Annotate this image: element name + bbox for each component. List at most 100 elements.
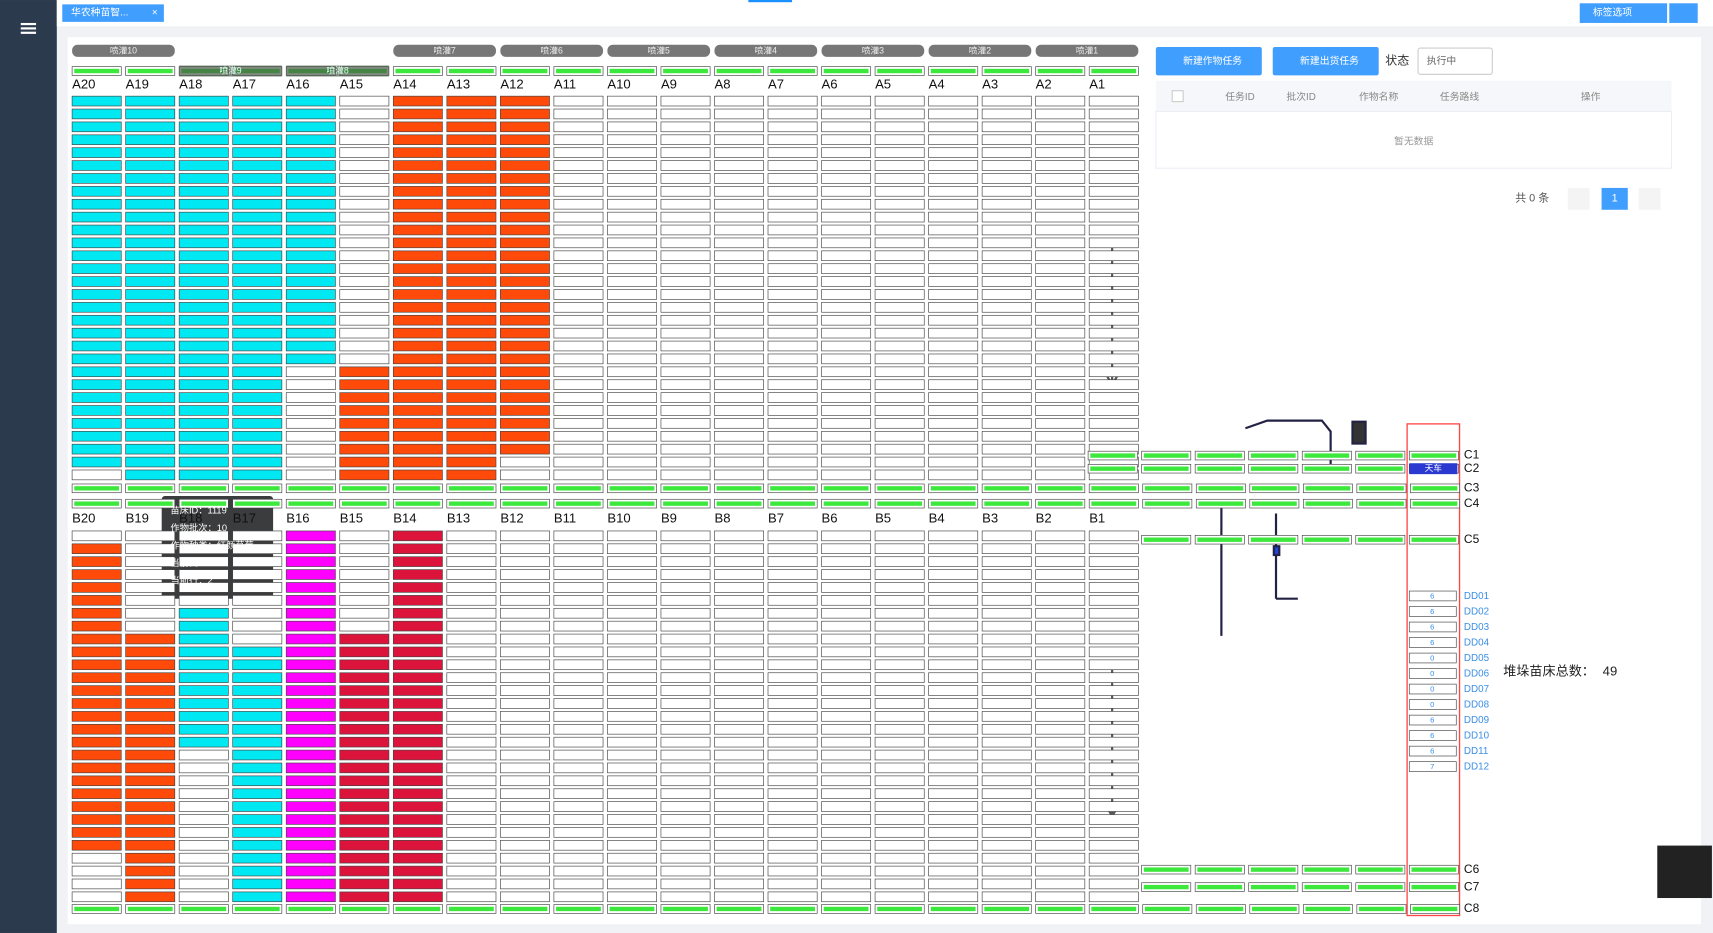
bed-cell[interactable] [178,469,229,481]
bed-cell[interactable] [607,224,657,236]
bed-cell[interactable] [392,430,443,442]
bed-cell[interactable] [607,543,657,555]
bed-cell[interactable] [285,865,336,877]
bed-cell[interactable] [981,379,1032,390]
bed-cell[interactable] [232,543,283,555]
bed-cell[interactable] [660,801,711,812]
bed-cell[interactable] [285,134,336,145]
bed-cell[interactable] [285,852,336,864]
bed-cell[interactable] [553,736,604,748]
bed-cell[interactable] [125,469,176,481]
bed-cell[interactable] [178,211,229,223]
bed-cell[interactable] [981,134,1032,145]
bed-cell[interactable] [232,314,283,326]
bed-cell[interactable] [339,736,390,748]
bed-cell[interactable] [285,108,336,120]
bed-cell[interactable] [392,108,443,120]
bed-cell[interactable] [714,173,764,184]
bed-cell[interactable] [1035,672,1086,683]
bed-cell[interactable] [125,646,176,658]
bed-cell[interactable] [607,607,657,619]
bed-cell[interactable] [928,263,979,274]
bed-cell[interactable] [500,327,550,339]
bed-cell[interactable] [1088,263,1139,274]
bed-cell[interactable] [767,801,818,812]
bed-cell[interactable] [821,353,872,365]
bed-cell[interactable] [232,698,283,709]
bed-cell[interactable] [1088,289,1139,300]
bed-cell[interactable] [821,276,872,287]
bed-cell[interactable] [714,775,764,787]
bed-cell[interactable] [1088,121,1139,133]
bed-cell[interactable] [1035,147,1086,158]
bed-cell[interactable] [339,469,390,481]
bed-cell[interactable] [500,237,550,249]
bed-cell[interactable] [874,134,925,145]
bed-cell[interactable] [71,443,122,455]
bed-cell[interactable] [500,418,550,429]
bed-cell[interactable] [125,749,176,761]
bed-cell[interactable] [874,289,925,300]
bed-cell[interactable] [71,456,122,468]
bed-cell[interactable] [285,556,336,567]
bed-cell[interactable] [500,762,550,774]
bed-cell[interactable] [125,134,176,145]
bed-cell[interactable] [392,620,443,632]
bed-cell[interactable] [232,620,283,632]
bed-cell[interactable] [285,530,336,542]
bed-cell[interactable] [125,108,176,120]
bed-cell[interactable] [821,108,872,120]
bed-cell[interactable] [71,685,122,696]
bed-cell[interactable] [446,392,497,403]
bed-cell[interactable] [874,430,925,442]
bed-cell[interactable] [71,392,122,403]
bed-cell[interactable] [607,749,657,761]
bed-cell[interactable] [767,237,818,249]
bed-cell[interactable] [821,878,872,890]
bed-cell[interactable] [178,198,229,210]
bed-cell[interactable] [285,173,336,184]
bed-cell[interactable] [71,405,122,416]
bed-cell[interactable] [71,878,122,890]
bed-cell[interactable] [339,698,390,709]
bed-cell[interactable] [500,108,550,120]
bed-cell[interactable] [232,469,283,481]
bed-cell[interactable] [821,672,872,683]
bed-cell[interactable] [553,762,604,774]
bed-cell[interactable] [660,723,711,735]
bed-cell[interactable] [392,543,443,555]
bed-cell[interactable] [339,160,390,171]
bed-cell[interactable] [71,840,122,851]
bed-cell[interactable] [874,878,925,890]
bed-cell[interactable] [981,173,1032,184]
bed-cell[interactable] [821,160,872,171]
bed-cell[interactable] [446,276,497,287]
bed-cell[interactable] [553,891,604,903]
bed-cell[interactable] [178,801,229,812]
bed-cell[interactable] [285,224,336,236]
bed-cell[interactable] [500,469,550,481]
bed-cell[interactable] [285,443,336,455]
bed-cell[interactable] [339,878,390,890]
bed-cell[interactable] [767,121,818,133]
bed-cell[interactable] [500,749,550,761]
bed-cell[interactable] [767,327,818,339]
bed-cell[interactable] [553,456,604,468]
bed-cell[interactable] [928,121,979,133]
bed-cell[interactable] [821,430,872,442]
bed-cell[interactable] [660,366,711,378]
bed-cell[interactable] [714,289,764,300]
bed-cell[interactable] [178,250,229,262]
bed-cell[interactable] [714,646,764,658]
bed-cell[interactable] [767,276,818,287]
bed-cell[interactable] [125,353,176,365]
bed-cell[interactable] [178,556,229,567]
bed-cell[interactable] [874,405,925,416]
bed-cell[interactable] [71,736,122,748]
bed-cell[interactable] [71,108,122,120]
bed-cell[interactable] [392,749,443,761]
bed-cell[interactable] [125,276,176,287]
bed-cell[interactable] [1035,186,1086,197]
bed-cell[interactable] [553,186,604,197]
bed-cell[interactable] [446,659,497,671]
